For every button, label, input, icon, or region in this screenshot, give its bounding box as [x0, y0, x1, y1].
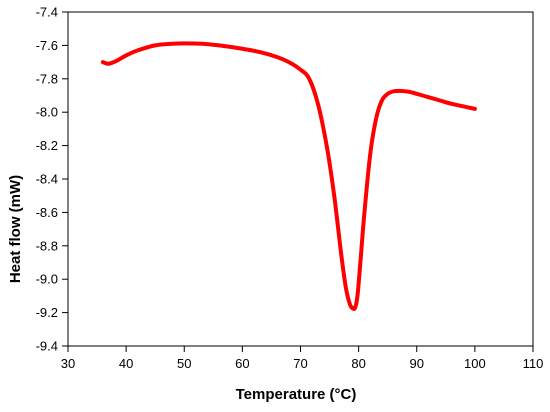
y-tick-label: -8.8: [36, 238, 58, 253]
heat-flow-series-line: [100, 41, 477, 311]
x-tick-label: 100: [464, 356, 486, 371]
y-axis-ticks: -7.4 -7.6 -7.8 -8.0 -8.2 -8.4 -8.6 -8.8 -9.0 -9.2…: [36, 5, 68, 354]
x-tick-label: 90: [410, 356, 424, 371]
y-tick-label: -8.0: [36, 105, 58, 120]
y-tick-label: -8.4: [36, 172, 58, 187]
x-tick-label: 80: [351, 356, 365, 371]
y-tick-label: -8.6: [36, 205, 58, 220]
x-tick-label: 110: [523, 356, 544, 371]
x-tick-label: 40: [119, 356, 133, 371]
y-axis-title: Heat flow (mW): [7, 175, 24, 283]
y-tick-label: -7.4: [36, 5, 58, 20]
y-tick-label: -9.4: [36, 339, 58, 354]
plot-area-border: [67, 11, 534, 347]
x-tick-label: 60: [235, 356, 249, 371]
x-axis-title: Temperature (°C): [236, 386, 357, 403]
x-tick-label: 70: [293, 356, 307, 371]
x-axis-ticks: 30 40 50 60 70 80 90 100 110: [61, 346, 544, 371]
series-layer: [100, 41, 477, 311]
y-tick-label: -7.6: [36, 38, 58, 53]
x-tick-label: 30: [61, 356, 75, 371]
y-tick-label: -9.0: [36, 272, 58, 287]
x-tick-label: 50: [177, 356, 191, 371]
y-tick-label: -9.2: [36, 305, 58, 320]
y-tick-label: -7.8: [36, 71, 58, 86]
plot-frame: [67, 11, 534, 347]
y-tick-label: -8.2: [36, 138, 58, 153]
